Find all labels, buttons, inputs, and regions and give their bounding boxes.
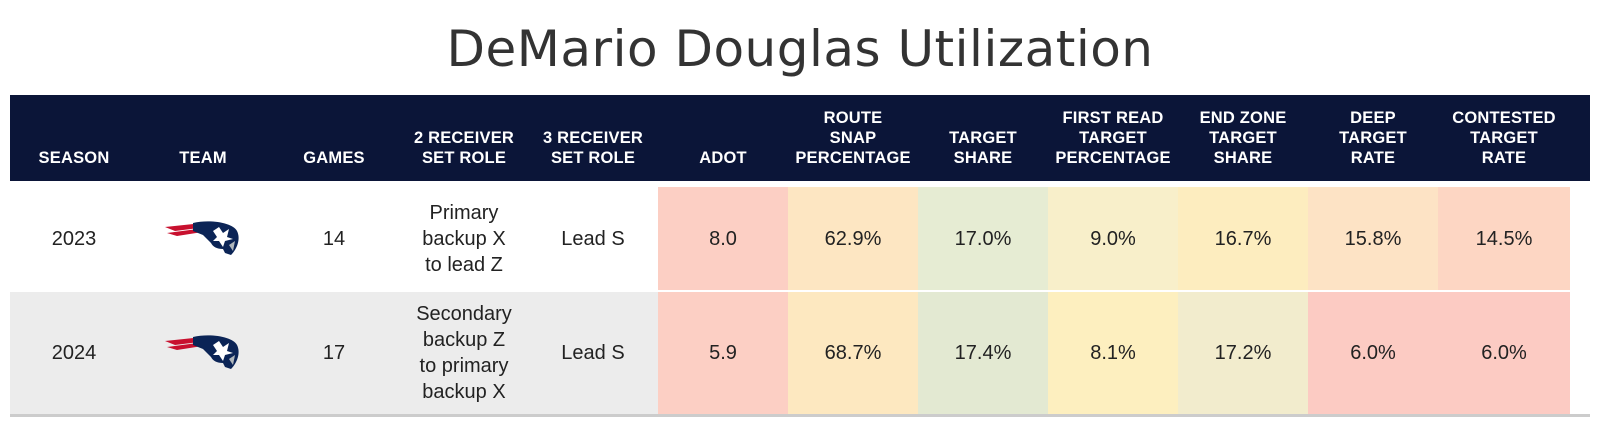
column-header-two-wr-role: 2 RECEIVER SET ROLE [413,129,515,167]
table-row: 2023 14 Primary backup X to lead Z Lead S 8.… [10,187,1590,290]
cell-end-zone: 17.2% [1178,292,1308,414]
utilization-table: SEASON TEAM GAMES 2 RECEIVER SET ROLE 3 RECE… [10,95,1590,417]
cell-value: 8.1% [1090,342,1136,364]
table-bottom-border [10,414,1590,417]
cell-two-wr-role: Primary backup X to lead Z [400,187,528,290]
column-header-three-wr-role: 3 RECEIVER SET ROLE [542,129,644,167]
cell-value: 6.0% [1350,342,1396,364]
cell-route-snap: 68.7% [788,292,918,414]
cell-value: 68.7% [824,342,882,364]
cell-games: 14 [268,187,400,290]
cell-value: 5.9 [709,342,737,364]
cell-value: Secondary backup Z to primary backup X [416,303,512,403]
cell-deep-target: 15.8% [1308,187,1438,290]
cell-value: 6.0% [1481,342,1527,364]
cell-three-wr-role: Lead S [528,292,658,414]
cell-team [138,292,268,414]
cell-value: 62.9% [824,227,882,250]
patriots-logo-icon [165,220,239,255]
cell-first-read: 9.0% [1048,187,1178,290]
cell-three-wr-role: Lead S [528,187,658,290]
column-header-target-share: TARGET SHARE [949,129,1017,167]
cell-value: 16.7% [1214,227,1272,250]
cell-value: 17.0% [954,227,1012,250]
cell-route-snap: 62.9% [788,187,918,290]
cell-value: 8.0 [709,227,737,250]
cell-value: Lead S [561,227,625,250]
column-header-deep-target: DEEP TARGET RATE [1339,109,1407,167]
cell-value: Lead S [561,342,625,364]
cell-value: 2024 [51,342,97,364]
table-header: SEASON TEAM GAMES 2 RECEIVER SET ROLE 3 RECE… [10,95,1590,181]
patriots-logo-icon [165,335,239,369]
table-row: 2024 17 Secondary backup Z to primary back… [10,290,1590,414]
column-header-end-zone: END ZONE TARGET SHARE [1199,109,1287,167]
cell-contested: 14.5% [1438,187,1570,290]
cell-value: Primary backup X to lead Z [422,201,506,276]
table-body: 2023 14 Primary backup X to lead Z Lead S 8.… [10,187,1590,414]
cell-contested: 6.0% [1438,292,1570,414]
chart-title: DeMario Douglas Utilization [446,20,1154,78]
cell-value: 14 [322,227,346,250]
cell-two-wr-role: Secondary backup Z to primary backup X [400,292,528,414]
column-header-games: GAMES [303,149,365,167]
cell-adot: 8.0 [658,187,788,290]
cell-target-share: 17.0% [918,187,1048,290]
column-header-team: TEAM [179,149,227,167]
cell-end-zone: 16.7% [1178,187,1308,290]
cell-season: 2023 [10,187,138,290]
cell-season: 2024 [10,292,138,414]
cell-adot: 5.9 [658,292,788,414]
cell-value: 17 [322,342,346,364]
column-header-contested: CONTESTED TARGET RATE [1452,109,1556,167]
cell-value: 2023 [51,227,97,250]
column-header-route-snap: ROUTE SNAP PERCENTAGE [795,109,911,167]
cell-team [138,187,268,290]
cell-first-read: 8.1% [1048,292,1178,414]
cell-target-share: 17.4% [918,292,1048,414]
cell-value: 15.8% [1344,227,1402,250]
cell-games: 17 [268,292,400,414]
column-header-adot: ADOT [699,149,747,167]
cell-value: 17.4% [954,342,1012,364]
cell-deep-target: 6.0% [1308,292,1438,414]
column-header-first-read: FIRST READ TARGET PERCENTAGE [1055,109,1171,167]
cell-value: 14.5% [1475,227,1533,250]
column-header-season: SEASON [38,149,110,167]
cell-value: 9.0% [1090,227,1136,250]
cell-value: 17.2% [1214,342,1272,364]
